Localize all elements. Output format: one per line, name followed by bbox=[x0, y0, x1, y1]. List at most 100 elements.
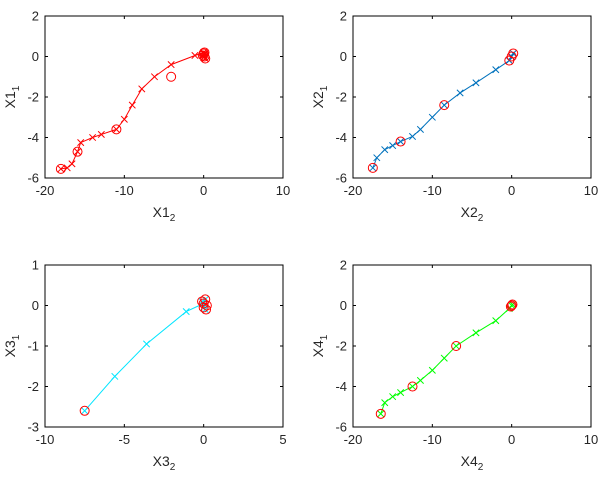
circle-marker bbox=[198, 302, 209, 313]
series-line bbox=[372, 53, 514, 169]
data-point-marker bbox=[381, 146, 389, 154]
axes-box bbox=[352, 15, 592, 179]
data-point-marker bbox=[77, 139, 85, 147]
data-point-marker bbox=[138, 85, 146, 93]
x-tick-label: 0 bbox=[508, 183, 515, 198]
data-point-marker bbox=[416, 376, 424, 384]
data-point-marker bbox=[369, 164, 377, 172]
x-tick-label: -5 bbox=[119, 432, 131, 447]
axes-box bbox=[44, 15, 284, 179]
data-point-marker bbox=[111, 372, 119, 380]
circle-marker bbox=[395, 136, 406, 147]
x-tick-label: 10 bbox=[584, 432, 598, 447]
data-point-marker bbox=[492, 317, 500, 325]
y-axis-label: X41 bbox=[310, 334, 330, 357]
data-point-marker bbox=[57, 165, 65, 173]
circle-marker bbox=[200, 294, 211, 305]
data-point-marker bbox=[408, 382, 417, 391]
y-tick-label: 2 bbox=[340, 258, 347, 273]
circle-marker bbox=[507, 299, 518, 310]
circle-marker bbox=[200, 53, 211, 64]
y-tick-label: 0 bbox=[340, 298, 347, 313]
data-point-marker bbox=[373, 154, 381, 162]
circle-marker bbox=[111, 124, 122, 135]
circle-marker bbox=[506, 51, 517, 62]
series-line bbox=[84, 299, 206, 412]
x-axis-label: X32 bbox=[153, 453, 176, 473]
x-tick-label: 0 bbox=[200, 183, 207, 198]
y-tick-label: -6 bbox=[335, 420, 347, 435]
circle-marker bbox=[451, 341, 462, 351]
data-point-marker bbox=[142, 340, 151, 348]
data-point-marker bbox=[182, 308, 190, 316]
y-tick-label: 0 bbox=[340, 49, 347, 64]
data-point-marker bbox=[440, 101, 448, 109]
data-point-marker bbox=[381, 399, 389, 407]
axes-box bbox=[352, 264, 592, 428]
data-point-marker bbox=[68, 160, 76, 168]
data-point-marker bbox=[81, 407, 89, 415]
circle-marker bbox=[201, 300, 212, 311]
x-tick-label: -10 bbox=[36, 432, 55, 447]
y-tick-label: -2 bbox=[27, 90, 39, 105]
data-point-marker bbox=[428, 113, 436, 121]
y-tick-label: 0 bbox=[32, 298, 39, 313]
y-tick-label: 0 bbox=[32, 49, 39, 64]
x-tick-label: -20 bbox=[344, 432, 363, 447]
data-point-marker bbox=[128, 101, 136, 109]
data-point-marker bbox=[492, 66, 500, 74]
x-axis-label: X22 bbox=[461, 204, 484, 224]
data-point-marker bbox=[428, 366, 436, 374]
data-point-marker bbox=[120, 115, 128, 123]
axes-box bbox=[44, 264, 284, 428]
y-axis-label: X21 bbox=[310, 85, 330, 108]
y-axis-label: X31 bbox=[2, 334, 22, 357]
data-point-marker bbox=[440, 354, 448, 362]
data-point-marker bbox=[167, 61, 175, 69]
x-tick-label: -10 bbox=[115, 183, 134, 198]
series-line bbox=[60, 51, 206, 170]
y-tick-label: -1 bbox=[27, 339, 39, 354]
y-tick-label: -4 bbox=[27, 130, 39, 145]
y-tick-label: -2 bbox=[335, 90, 347, 105]
y-tick-label: -6 bbox=[27, 171, 39, 186]
data-point-marker bbox=[389, 142, 397, 150]
x-axis-label: X42 bbox=[461, 453, 484, 473]
circle-marker bbox=[439, 100, 450, 111]
circle-marker bbox=[505, 301, 516, 312]
data-point-marker bbox=[416, 125, 424, 133]
data-point-marker bbox=[150, 73, 159, 81]
y-axis-label: X11 bbox=[2, 85, 22, 108]
data-point-marker bbox=[389, 393, 397, 401]
y-tick-label: 2 bbox=[340, 9, 347, 24]
circle-marker bbox=[72, 146, 83, 157]
data-point-marker bbox=[191, 51, 199, 60]
x-tick-label: -20 bbox=[344, 183, 363, 198]
circle-marker bbox=[79, 405, 90, 416]
y-tick-label: -6 bbox=[335, 171, 347, 186]
circle-marker bbox=[506, 300, 517, 311]
circle-marker bbox=[367, 162, 378, 173]
series-line bbox=[380, 304, 513, 415]
y-tick-label: -4 bbox=[335, 130, 347, 145]
data-point-marker bbox=[452, 342, 460, 350]
y-tick-label: -2 bbox=[335, 339, 347, 354]
y-tick-label: -3 bbox=[27, 420, 39, 435]
data-point-marker bbox=[456, 89, 464, 97]
data-point-marker bbox=[408, 132, 417, 141]
y-tick-label: -2 bbox=[27, 379, 39, 394]
x-axis-label: X12 bbox=[153, 204, 176, 224]
x-tick-label: -20 bbox=[36, 183, 55, 198]
data-point-marker bbox=[112, 125, 120, 133]
data-point-marker bbox=[397, 137, 405, 146]
data-point-marker bbox=[89, 133, 97, 142]
circle-marker bbox=[55, 163, 66, 174]
data-point-marker bbox=[97, 130, 105, 139]
circle-marker bbox=[197, 50, 208, 61]
x-tick-label: 5 bbox=[279, 432, 286, 447]
